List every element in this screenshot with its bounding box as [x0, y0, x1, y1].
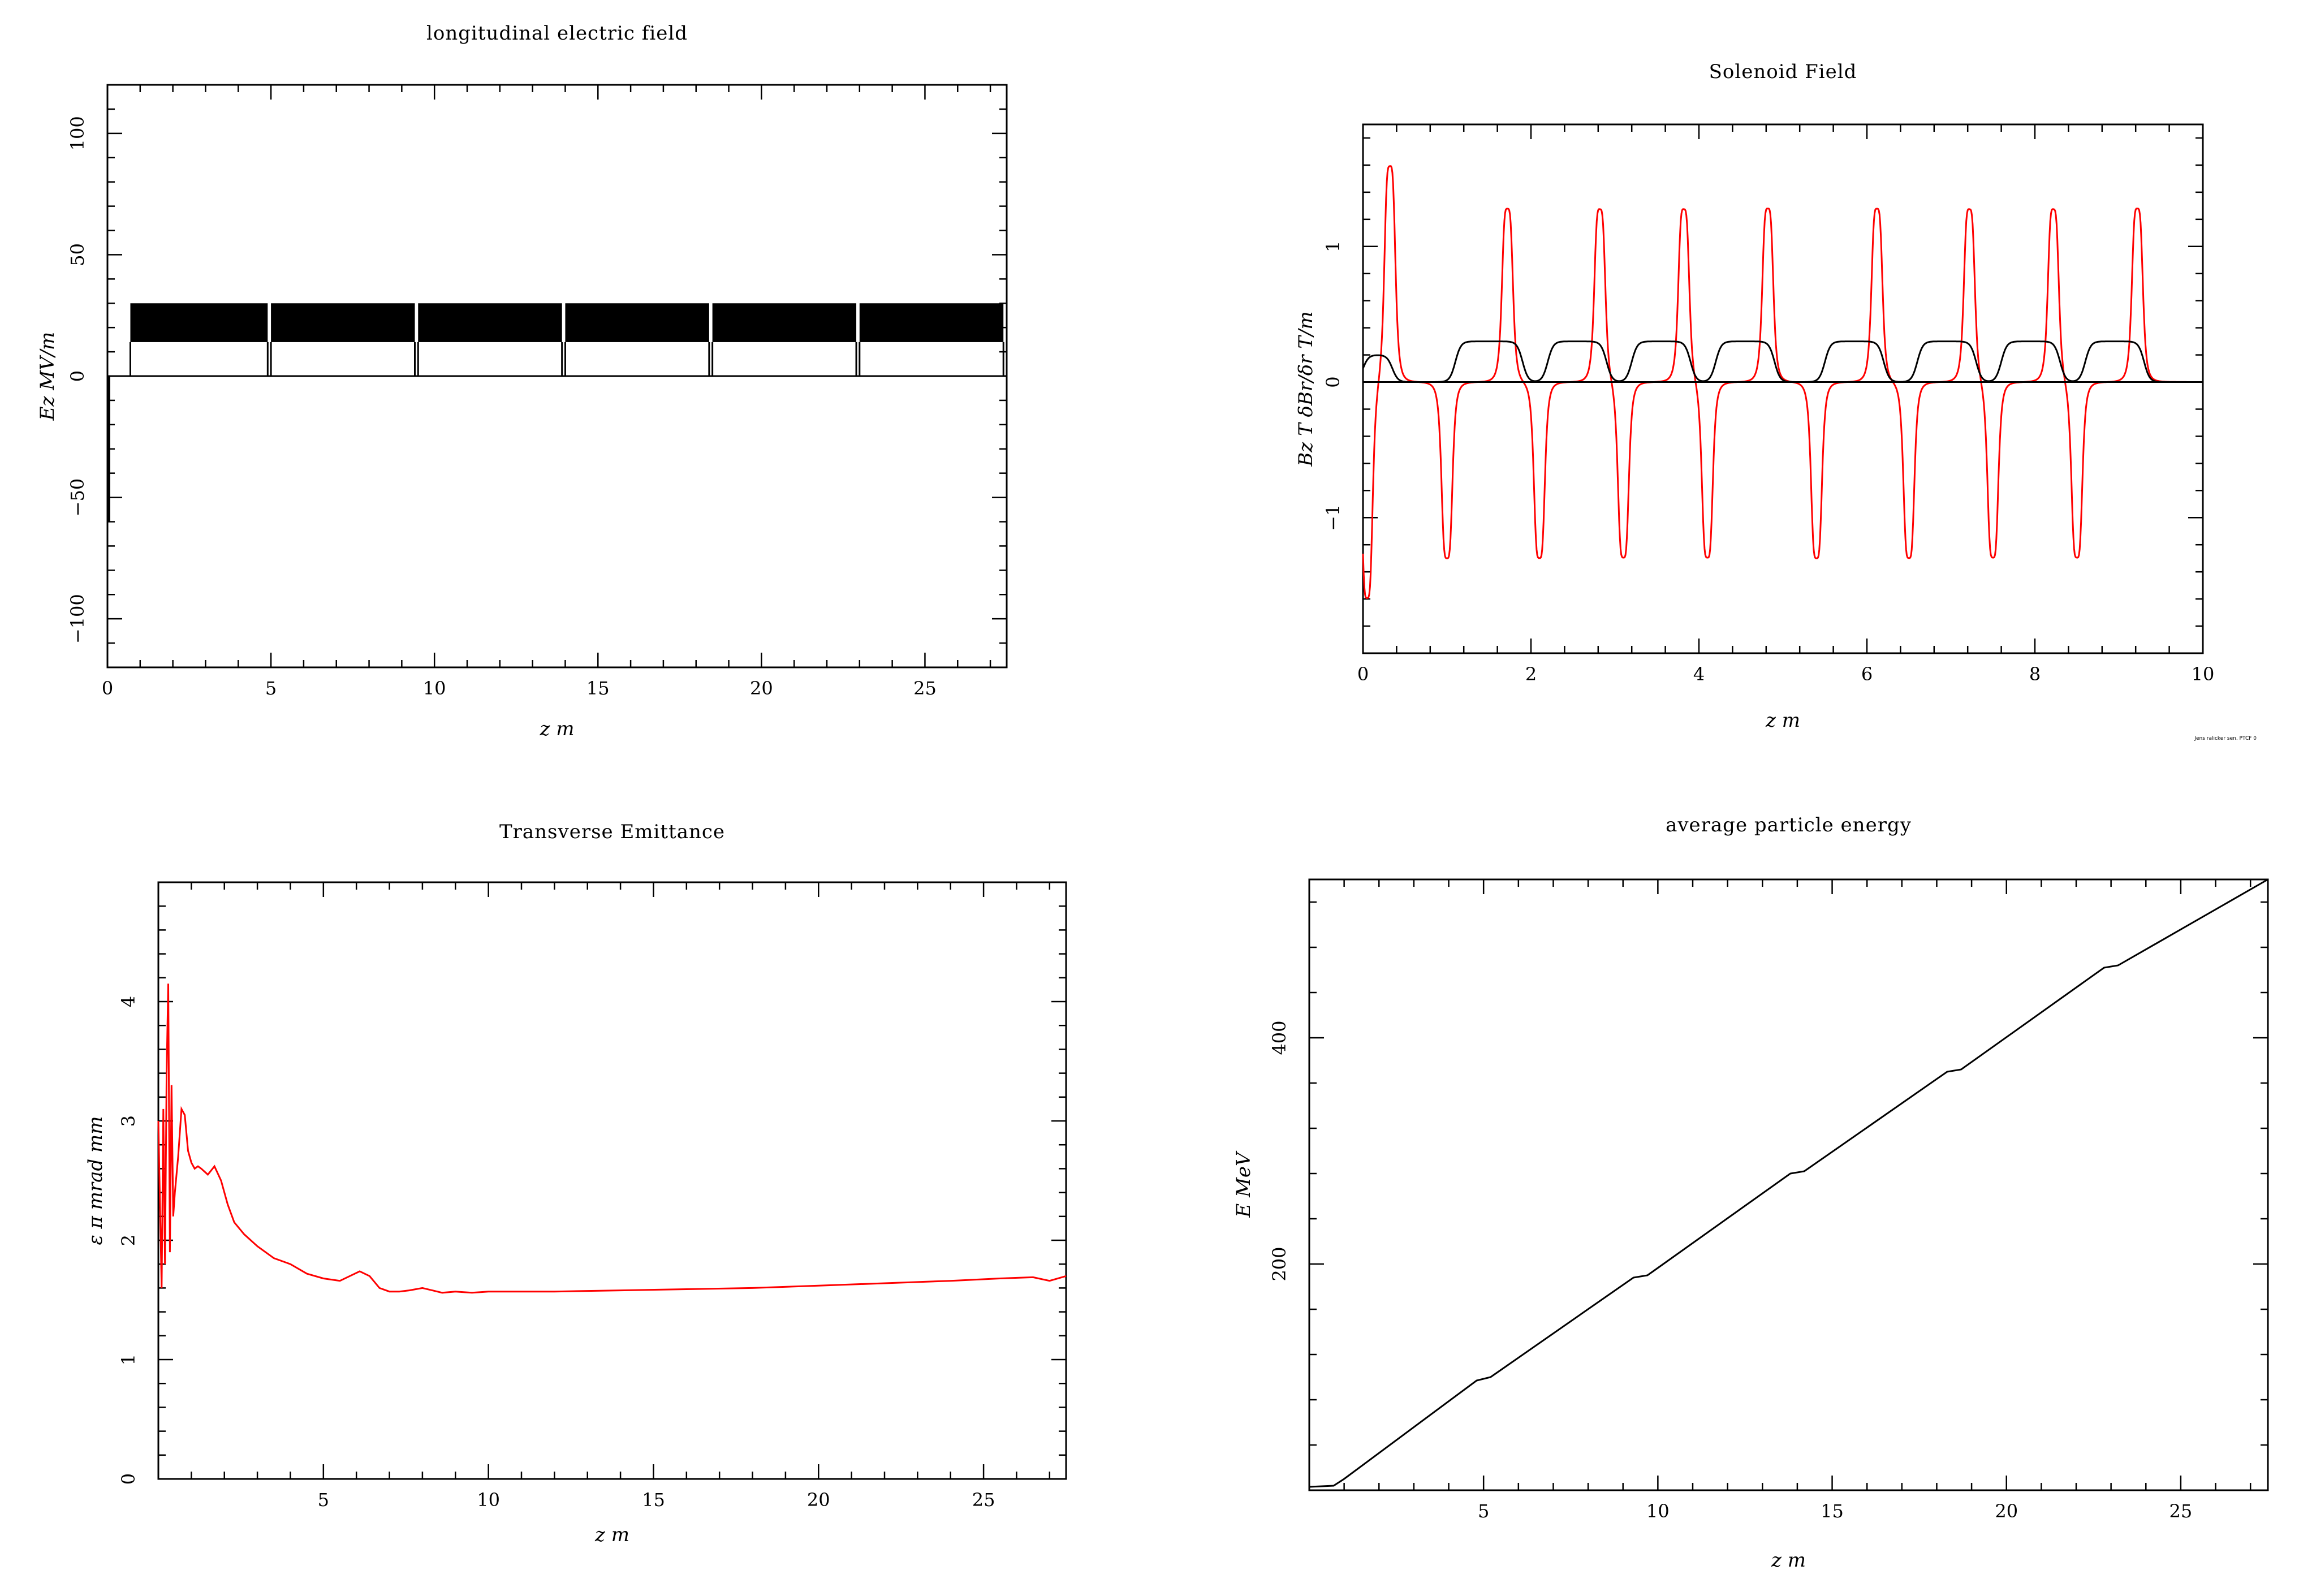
y-tick-label: 100 — [67, 116, 88, 150]
y-tick-label: 3 — [118, 1115, 139, 1127]
y-tick-label: 0 — [1322, 376, 1344, 387]
x-axis-label: z m — [1771, 1549, 1806, 1572]
chart-energy: average particle energy z m E MeV 5 10 15 20 25… — [1232, 814, 2269, 1572]
chart-title: average particle energy — [1666, 814, 1912, 836]
x-tick-label: 2 — [1525, 663, 1537, 685]
field-oscillation-band — [271, 303, 415, 342]
field-oscillation-band — [712, 303, 857, 342]
y-tick-label: 2 — [118, 1235, 139, 1246]
y-tick-label: 4 — [118, 996, 139, 1007]
x-tick-label: 10 — [2192, 663, 2215, 685]
x-tick-label: 5 — [265, 678, 277, 699]
x-tick-label: 25 — [913, 678, 937, 699]
y-tick-label: −1 — [1322, 504, 1344, 531]
bz-curve — [1362, 340, 2203, 383]
field-oscillation-band — [859, 303, 1004, 342]
x-tick-label: 10 — [477, 1489, 500, 1511]
y-tick-label: 1 — [1322, 241, 1344, 252]
plot-frame — [1362, 123, 2204, 654]
x-tick-label: 20 — [750, 678, 773, 699]
chart-ez: longitudinal electric field z m Ez MV/m 0 5 1… — [36, 22, 1008, 740]
x-axis-label: z m — [594, 1524, 629, 1546]
x-tick-label: 15 — [642, 1489, 665, 1511]
x-tick-label: 10 — [1646, 1500, 1670, 1522]
x-tick-label: 25 — [972, 1489, 995, 1511]
x-tick-label: 6 — [1861, 663, 1873, 685]
y-tick-label: 1 — [118, 1354, 139, 1365]
y-tick-label: 0 — [67, 370, 88, 382]
y-tick-label: 0 — [118, 1473, 139, 1485]
series-line-0 — [157, 984, 1067, 1294]
y-tick-label: −50 — [67, 478, 88, 517]
x-tick-label: 10 — [423, 678, 446, 699]
y-tick-label: 50 — [67, 243, 88, 266]
series-line-0 — [1309, 878, 2268, 1488]
chart-title: longitudinal electric field — [426, 22, 688, 45]
y-tick-label: 400 — [1269, 1020, 1290, 1055]
chart-title: Transverse Emittance — [499, 821, 725, 843]
plot-credit: Jens ralicker sen. PTCF 0 — [2194, 736, 2257, 741]
x-axis-label: z m — [1765, 709, 1800, 732]
field-oscillation-band — [565, 303, 709, 342]
field-oscillation-band — [130, 303, 268, 342]
chart-title: Solenoid Field — [1709, 61, 1857, 83]
y-tick-label: 200 — [1269, 1246, 1290, 1281]
y-tick-label: −100 — [67, 594, 88, 644]
x-tick-label: 0 — [1357, 663, 1369, 685]
y-axis-label: E MeV — [1232, 1150, 1255, 1218]
gradient-curve — [1362, 165, 2203, 599]
y-axis-label: ε π mrad mm — [84, 1116, 107, 1245]
x-tick-label: 20 — [807, 1489, 830, 1511]
x-tick-label: 4 — [1693, 663, 1705, 685]
y-axis-label: Ez MV/m — [36, 332, 59, 421]
x-tick-label: 25 — [2169, 1500, 2193, 1522]
x-tick-label: 5 — [1478, 1500, 1489, 1522]
x-tick-label: 5 — [318, 1489, 329, 1511]
plot-frame — [157, 881, 1067, 1480]
y-axis-label: Bz T δBr/δr T/m — [1295, 311, 1317, 467]
x-tick-label: 8 — [2029, 663, 2041, 685]
x-tick-label: 15 — [1821, 1500, 1844, 1522]
field-oscillation-band — [418, 303, 562, 342]
x-tick-label: 15 — [586, 678, 610, 699]
plot-frame — [1308, 878, 2269, 1491]
x-tick-label: 0 — [102, 678, 113, 699]
x-tick-label: 20 — [1995, 1500, 2018, 1522]
x-axis-label: z m — [540, 718, 575, 740]
